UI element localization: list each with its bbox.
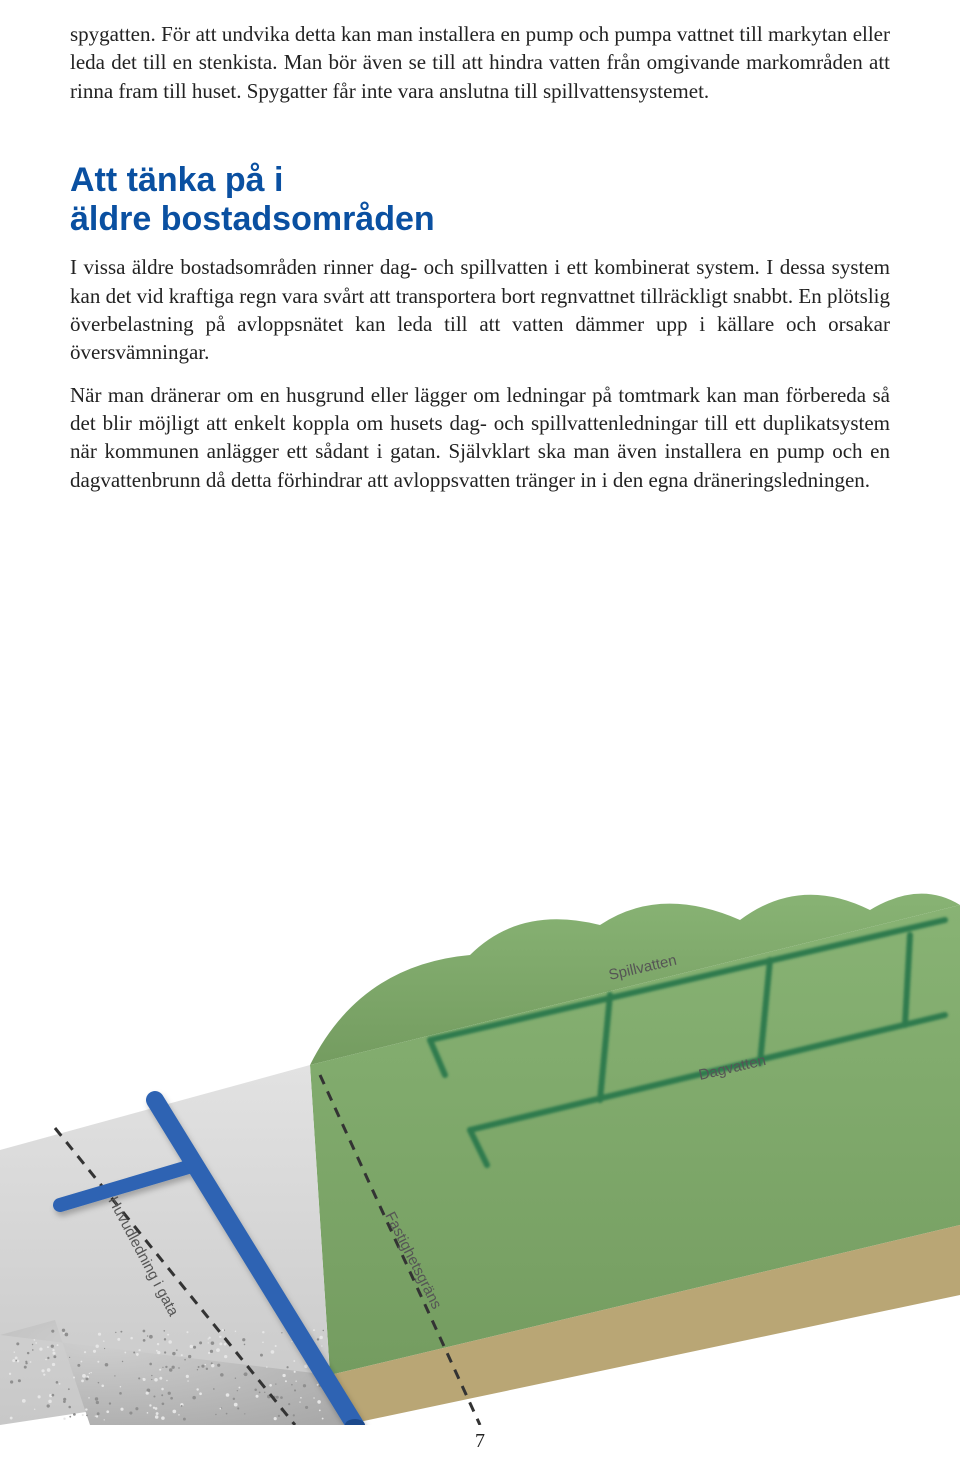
page-number: 7: [0, 1430, 960, 1453]
pipe-diagram: Spillvatten Dagvatten Huvudledning i gat…: [0, 865, 960, 1425]
body-paragraph-1: I vissa äldre bostadsområden rinner dag-…: [70, 253, 890, 366]
section-heading: Att tänka på i äldre bostadsområden: [70, 161, 890, 239]
heading-line-1: Att tänka på i: [70, 161, 283, 199]
section-spacer: [70, 105, 890, 161]
heading-line-2: äldre bostadsområden: [70, 200, 435, 238]
body-paragraph-2: När man dränerar om en husgrund eller lä…: [70, 381, 890, 494]
document-page: spygatten. För att undvika detta kan man…: [0, 0, 960, 1465]
intro-paragraph: spygatten. För att undvika detta kan man…: [70, 20, 890, 105]
diagram-container: Spillvatten Dagvatten Huvudledning i gat…: [0, 865, 960, 1425]
